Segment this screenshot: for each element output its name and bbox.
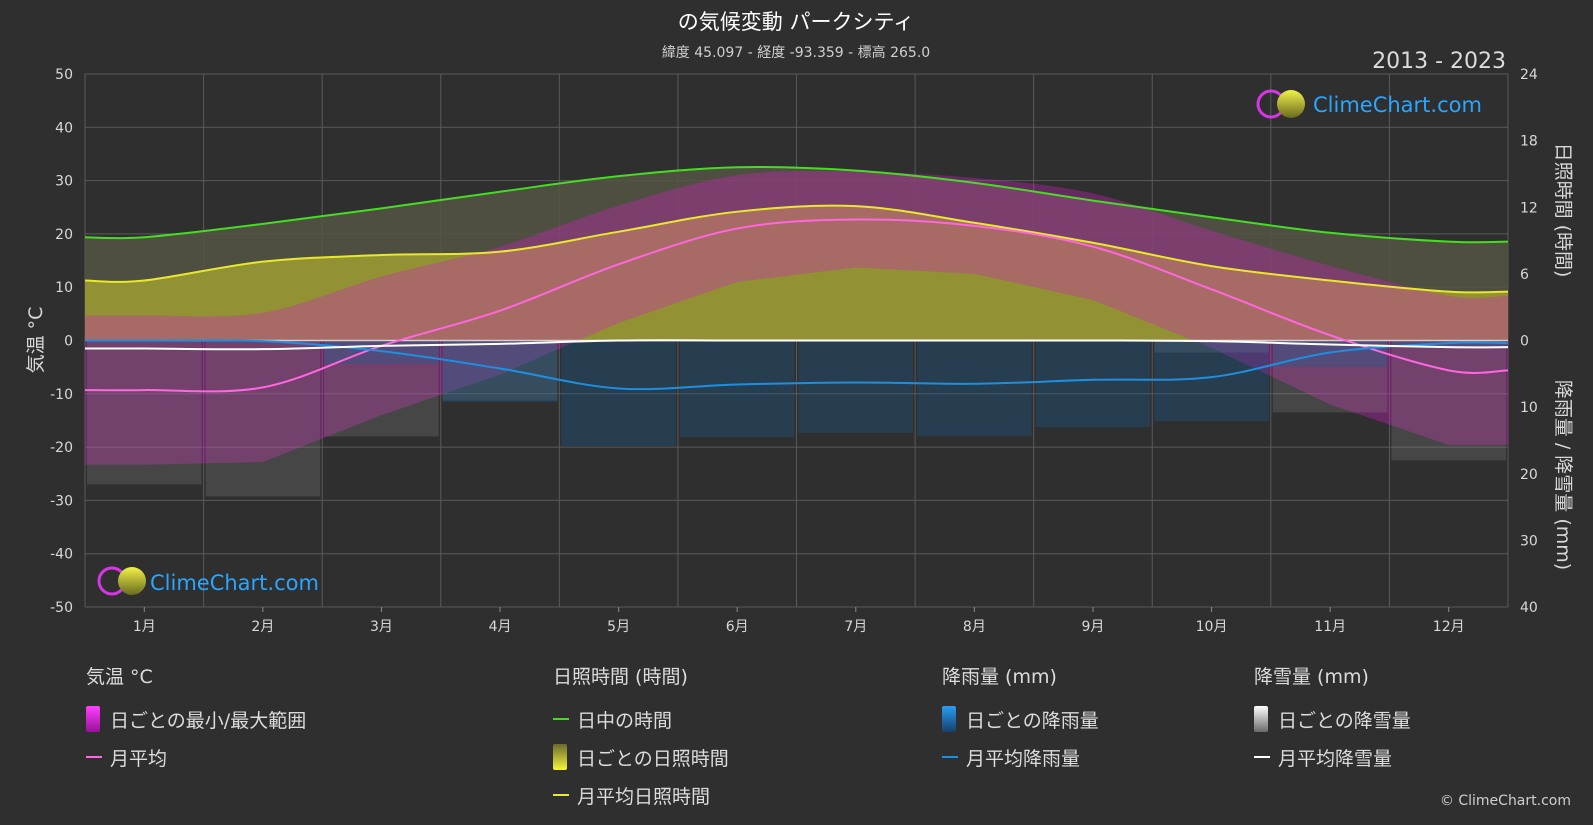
monthly-rain-line <box>85 339 1508 391</box>
x-tick-label: 12月 <box>1433 619 1465 635</box>
rain-bar <box>679 340 795 438</box>
axis-ticks: 50 40 30 20 10 0 -10 -20 -30 -40 -50 24 18 12 6 0 10 20 30… <box>50 67 1538 635</box>
snow-bar <box>205 340 321 497</box>
legend-item-monthly-avg: 月平均 <box>86 738 306 776</box>
rain-bar <box>442 340 558 403</box>
legend-snow: 降雪量 (mm) 日ごとの降雪量 月平均降雪量 <box>1254 662 1411 776</box>
y-tick-right-sunshine: 6 <box>1520 267 1529 283</box>
y-tick-right-sunshine: 24 <box>1520 67 1538 83</box>
x-tick-label: 7月 <box>844 619 867 635</box>
monthly-snow-line <box>85 339 1508 351</box>
rain-bar <box>798 340 914 433</box>
x-tick-label: 11月 <box>1314 619 1346 635</box>
snow-bar <box>442 340 558 401</box>
logo-sun-icon <box>118 567 146 595</box>
series-lines <box>85 166 1508 393</box>
rain-bar <box>1035 340 1151 427</box>
logo-bottom: ClimeChart.com <box>97 566 319 596</box>
climate-chart: の気候変動 パークシティ 緯度 45.097 - 経度 -93.359 - 標高… <box>25 10 1574 635</box>
x-tick-label: 10月 <box>1196 619 1228 635</box>
x-tick-label: 6月 <box>726 619 749 635</box>
logo-text-top: ClimeChart.com <box>1313 93 1482 117</box>
y-tick-left: 0 <box>64 334 73 350</box>
y-tick-right-sunshine: 18 <box>1520 134 1538 150</box>
y-tick-left: 20 <box>55 227 73 243</box>
chart-title: の気候変動 パークシティ <box>678 10 914 34</box>
y-tick-right-precipitation: 40 <box>1520 600 1538 616</box>
y-axis-label-temperature: 気温 °C <box>25 307 47 374</box>
monthly-temperature-line <box>85 218 1508 393</box>
y-tick-left: -40 <box>50 547 73 563</box>
magenta-bar-icon <box>86 706 100 732</box>
x-tick-label: 2月 <box>251 619 274 635</box>
monthly-sunshine-line <box>85 204 1508 294</box>
legend-heading-sunshine: 日照時間 (時間) <box>553 666 688 688</box>
legend-item-monthly-sunshine: 月平均日照時間 <box>553 776 729 814</box>
y-tick-right-sunshine: 0 <box>1520 334 1529 350</box>
x-tick-label: 5月 <box>607 619 630 635</box>
white-bar-icon <box>1254 706 1268 732</box>
logo-sun-icon <box>1277 90 1305 118</box>
pink-line-icon <box>86 756 102 758</box>
snow-bar <box>1154 340 1269 353</box>
rain-bar <box>917 340 1032 436</box>
year-range: 2013 - 2023 <box>1372 49 1506 74</box>
x-tick-label: 1月 <box>133 619 156 635</box>
y-tick-right-precipitation: 20 <box>1520 467 1538 483</box>
y-tick-right-sunshine: 12 <box>1520 200 1538 216</box>
legend-item-monthly-snow: 月平均降雪量 <box>1254 738 1411 776</box>
yellow-bar-icon <box>553 744 567 770</box>
legend-item-monthly-rain: 月平均降雨量 <box>942 738 1099 776</box>
chart-subtitle: 緯度 45.097 - 経度 -93.359 - 標高 265.0 <box>662 44 930 61</box>
legend: 気温 °C 日ごとの最小/最大範囲 月平均 日照時間 (時間) 日中の時間 日ご… <box>0 662 1593 812</box>
logo-top: ClimeChart.com <box>1256 89 1482 119</box>
y-tick-right-precipitation: 10 <box>1520 400 1538 416</box>
legend-rain: 降雨量 (mm) 日ごとの降雨量 月平均降雨量 <box>942 662 1099 776</box>
temperature-range-area <box>85 171 1508 465</box>
legend-item-daylight: 日中の時間 <box>553 700 729 738</box>
snow-bar <box>87 340 202 485</box>
y-tick-left: 30 <box>55 174 73 190</box>
blue-line-icon <box>942 756 958 758</box>
daylight-line <box>85 166 1508 244</box>
legend-item-daily-range: 日ごとの最小/最大範囲 <box>86 700 306 738</box>
y-tick-left: 40 <box>55 120 73 136</box>
x-tick-label: 9月 <box>1081 619 1104 635</box>
y-axis-label-sunshine: 日照時間 (時間) <box>1552 143 1574 278</box>
blue-bar-icon <box>942 706 956 732</box>
legend-heading-rain: 降雨量 (mm) <box>942 666 1057 688</box>
legend-temperature: 気温 °C 日ごとの最小/最大範囲 月平均 <box>86 662 306 776</box>
y-tick-left: -50 <box>50 600 73 616</box>
x-tick-label: 3月 <box>370 619 393 635</box>
yellow-line-icon <box>553 794 569 796</box>
rain-bar <box>1154 340 1269 422</box>
y-tick-left: -30 <box>50 493 73 509</box>
copyright: © ClimeChart.com <box>1439 793 1571 809</box>
y-tick-left: 50 <box>55 67 73 83</box>
legend-item-daily-rain: 日ごとの降雨量 <box>942 700 1099 738</box>
x-tick-label: 4月 <box>489 619 512 635</box>
legend-heading-temperature: 気温 °C <box>86 666 153 688</box>
legend-heading-snow: 降雪量 (mm) <box>1254 666 1369 688</box>
green-line-icon <box>553 718 569 720</box>
y-tick-left: -20 <box>50 440 73 456</box>
y-tick-right-precipitation: 30 <box>1520 533 1538 549</box>
daily-sunshine-area <box>85 205 1508 341</box>
legend-sunshine: 日照時間 (時間) 日中の時間 日ごとの日照時間 月平均日照時間 <box>553 662 729 814</box>
y-tick-left: 10 <box>55 280 73 296</box>
rain-bar <box>561 340 676 447</box>
white-line-icon <box>1254 756 1270 758</box>
y-tick-left: -10 <box>50 387 73 403</box>
x-tick-label: 8月 <box>963 619 986 635</box>
y-axis-label-precipitation: 降雨量 / 降雪量 (mm) <box>1552 380 1574 570</box>
legend-item-daily-sunshine: 日ごとの日照時間 <box>553 738 729 776</box>
snow-bar <box>1391 340 1506 461</box>
logo-text-bottom: ClimeChart.com <box>150 571 319 595</box>
legend-item-daily-snow: 日ごとの降雪量 <box>1254 700 1411 738</box>
